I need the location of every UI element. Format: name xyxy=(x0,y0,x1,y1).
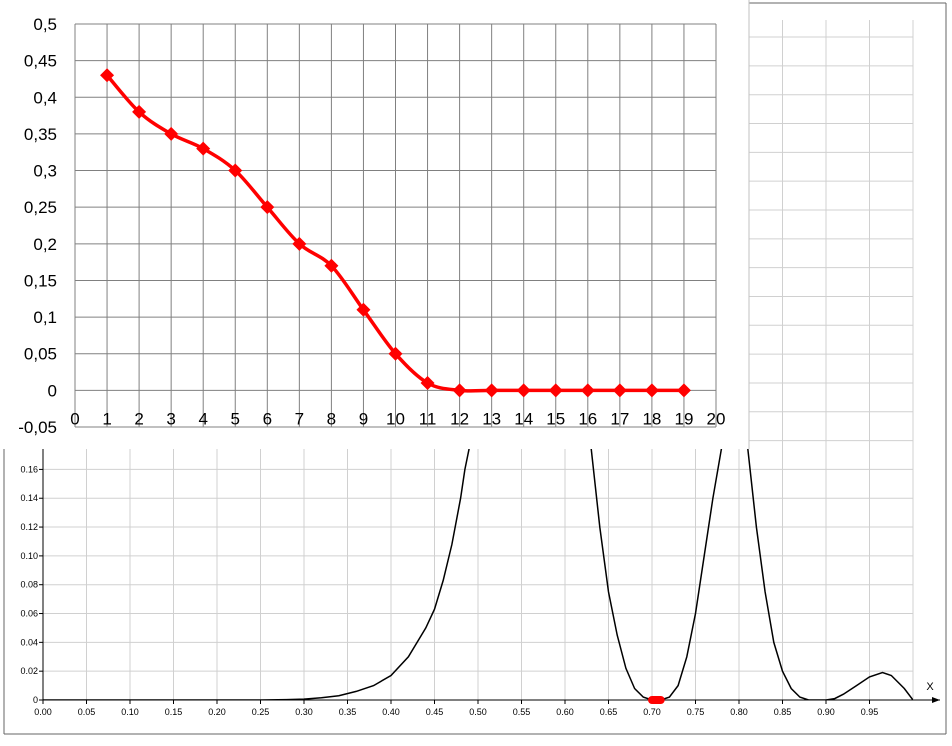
bg-y-tick-label: 0.08 xyxy=(20,580,38,590)
fg-x-tick-label: 5 xyxy=(231,409,240,428)
foreground-panel xyxy=(0,0,749,449)
bg-x-tick-label: 0.10 xyxy=(121,707,139,717)
fg-y-tick-label: 0,5 xyxy=(33,15,57,34)
fg-data-point xyxy=(292,236,307,251)
fg-x-tick-label: 14 xyxy=(514,409,533,428)
bg-x-tick-label: 0.45 xyxy=(426,707,444,717)
bg-series-line xyxy=(590,449,723,700)
bg-x-tick-label: 0.65 xyxy=(600,707,618,717)
fg-y-tick-label: 0,15 xyxy=(24,271,57,290)
fg-data-point xyxy=(260,200,275,215)
fg-y-tick-label: 0 xyxy=(48,381,57,400)
fg-y-tick-label: 0,4 xyxy=(33,88,57,107)
fg-data-point xyxy=(516,383,531,398)
bg-x-tick-label: 0.25 xyxy=(252,707,270,717)
fg-y-tick-label: -0,05 xyxy=(18,418,57,437)
bg-x-tick-label: 0.35 xyxy=(339,707,357,717)
fg-y-tick-label: 0,45 xyxy=(24,52,57,71)
bg-x-tick-label: 0.05 xyxy=(78,707,96,717)
bg-y-tick-label: 0.16 xyxy=(20,464,38,474)
bg-x-tick-label: 0.60 xyxy=(556,707,574,717)
fg-x-tick-label: 10 xyxy=(386,409,405,428)
bg-series-line xyxy=(747,449,913,700)
fg-data-point xyxy=(132,104,147,119)
bg-x-tick-label: 0.80 xyxy=(730,707,748,717)
bg-x-axis-arrow xyxy=(932,697,940,703)
bg-y-tick-label: 0.10 xyxy=(20,551,38,561)
fg-data-point xyxy=(580,383,595,398)
fg-data-point xyxy=(100,68,115,83)
fg-data-point xyxy=(196,141,211,156)
bg-y-tick-label: 0.14 xyxy=(20,493,38,503)
fg-x-tick-label: 15 xyxy=(546,409,565,428)
bg-y-tick-label: 0.12 xyxy=(20,522,38,532)
fg-x-tick-label: 16 xyxy=(578,409,597,428)
fg-y-tick-label: 0,05 xyxy=(24,345,57,364)
fg-data-point xyxy=(388,346,403,361)
fg-y-tick-label: 0,1 xyxy=(33,308,57,327)
fg-data-point xyxy=(452,383,467,398)
fg-y-tick-label: 0,2 xyxy=(33,235,57,254)
fg-x-tick-label: 6 xyxy=(263,409,272,428)
fg-x-tick-label: 13 xyxy=(482,409,501,428)
bg-x-tick-label: 0.50 xyxy=(469,707,487,717)
fg-x-tick-label: 0 xyxy=(70,409,79,428)
bg-x-tick-label: 0.30 xyxy=(295,707,313,717)
fg-x-tick-label: 8 xyxy=(327,409,336,428)
fg-data-point xyxy=(548,383,563,398)
fg-data-point xyxy=(644,383,659,398)
fg-y-tick-label: 0,35 xyxy=(24,125,57,144)
fg-x-tick-label: 12 xyxy=(450,409,469,428)
bg-x-tick-label: 0.85 xyxy=(774,707,792,717)
fg-data-point xyxy=(612,383,627,398)
bg-x-tick-label: 0.75 xyxy=(687,707,705,717)
bg-x-tick-label: 0.15 xyxy=(165,707,183,717)
bg-series-line xyxy=(43,449,470,700)
bg-y-tick-label: 0.02 xyxy=(20,666,38,676)
bg-x-tick-label: 0.95 xyxy=(861,707,879,717)
fg-y-tick-label: 0,25 xyxy=(24,198,57,217)
fg-data-point xyxy=(420,376,435,391)
bg-x-tick-label: 0.70 xyxy=(643,707,661,717)
fg-x-tick-label: 1 xyxy=(102,409,111,428)
fg-data-point xyxy=(356,302,371,317)
bg-x-axis-label: X xyxy=(926,681,934,693)
fg-x-tick-label: 3 xyxy=(166,409,175,428)
foreground-plot: -0,05 0 0,05 0,1 0,15 0,2 0,25 0,3 0,35 0,4 0,45 0,… xyxy=(18,15,725,437)
bg-y-tick-label: 0 xyxy=(33,695,38,705)
fg-x-tick-label: 11 xyxy=(419,409,437,428)
bg-y-tick-label: 0.04 xyxy=(20,637,38,647)
fg-x-tick-label: 20 xyxy=(707,409,726,428)
fg-data-point xyxy=(676,383,691,398)
bg-x-tick-label: 0.55 xyxy=(513,707,531,717)
bg-x-tick-label: 0.90 xyxy=(817,707,835,717)
fg-y-tick-label: 0,3 xyxy=(33,162,57,181)
fg-x-tick-label: 17 xyxy=(610,409,629,428)
bg-y-tick-label: 0.06 xyxy=(20,609,38,619)
fg-data-point xyxy=(324,258,339,273)
fg-data-point xyxy=(164,126,179,141)
fg-data-point xyxy=(228,163,243,178)
bg-x-tick-label: 0.40 xyxy=(382,707,400,717)
fg-x-tick-label: 4 xyxy=(198,409,207,428)
fg-x-tick-label: 7 xyxy=(295,409,304,428)
fg-x-tick-label: 2 xyxy=(134,409,143,428)
bg-x-tick-label: 0.00 xyxy=(34,707,52,717)
fg-x-tick-label: 18 xyxy=(642,409,661,428)
fg-data-point xyxy=(484,383,499,398)
fg-x-tick-label: 19 xyxy=(674,409,693,428)
fg-x-tick-label: 9 xyxy=(359,409,368,428)
bg-x-tick-label: 0.20 xyxy=(208,707,226,717)
